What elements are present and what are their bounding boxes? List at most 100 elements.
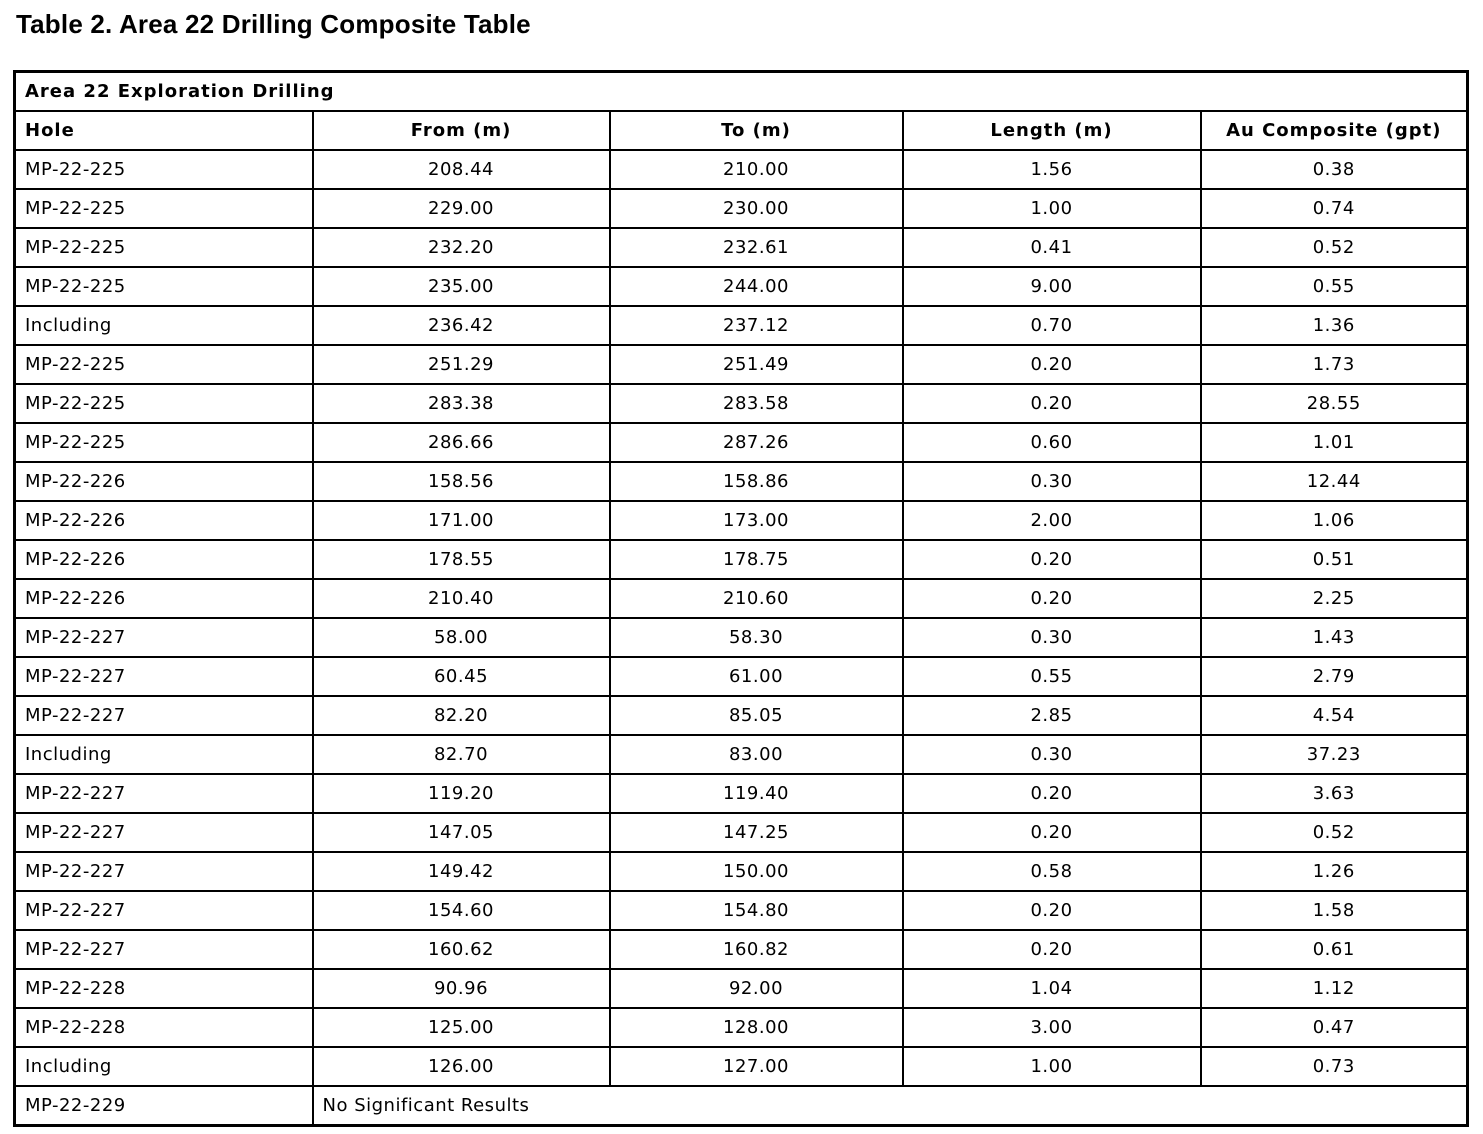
- cell-from: 147.05: [311, 812, 611, 853]
- cell-from: 178.55: [311, 539, 611, 580]
- cell-length: 9.00: [901, 266, 1202, 307]
- cell-length: 1.00: [901, 188, 1202, 229]
- column-header-length-m: Length (m): [901, 110, 1202, 151]
- cell-to: 85.05: [608, 695, 904, 736]
- cell-au-composite: 1.73: [1199, 344, 1469, 385]
- cell-au-composite: 3.63: [1199, 773, 1469, 814]
- cell-hole: MP-22-227: [13, 656, 314, 697]
- cell-hole: MP-22-225: [13, 266, 314, 307]
- cell-from: 82.70: [311, 734, 611, 775]
- cell-length: 0.58: [901, 851, 1202, 892]
- cell-to: 83.00: [608, 734, 904, 775]
- cell-hole: MP-22-227: [13, 812, 314, 853]
- cell-au-composite: 0.47: [1199, 1007, 1469, 1048]
- cell-length: 0.30: [901, 617, 1202, 658]
- table-row: Including 126.00 127.00 1.00 0.73: [13, 1046, 1469, 1087]
- table-row: MP-22-225 208.44 210.00 1.56 0.38: [13, 149, 1469, 190]
- cell-from: 210.40: [311, 578, 611, 619]
- cell-au-composite: 28.55: [1199, 383, 1469, 424]
- cell-from: 119.20: [311, 773, 611, 814]
- cell-hole: MP-22-227: [13, 890, 314, 931]
- cell-au-composite: 1.26: [1199, 851, 1469, 892]
- cell-length: 0.30: [901, 461, 1202, 502]
- table-row: MP-22-229 No Significant Results: [13, 1085, 1469, 1127]
- cell-to: 158.86: [608, 461, 904, 502]
- cell-hole: MP-22-225: [13, 149, 314, 190]
- cell-to: 147.25: [608, 812, 904, 853]
- cell-au-composite: 1.43: [1199, 617, 1469, 658]
- cell-to: 160.82: [608, 929, 904, 970]
- cell-hole: MP-22-228: [13, 968, 314, 1009]
- cell-hole: Including: [13, 305, 314, 346]
- cell-from: 235.00: [311, 266, 611, 307]
- cell-hole: MP-22-225: [13, 344, 314, 385]
- cell-au-composite: 0.51: [1199, 539, 1469, 580]
- table-row: MP-22-228 90.96 92.00 1.04 1.12: [13, 968, 1469, 1009]
- cell-hole: MP-22-227: [13, 617, 314, 658]
- cell-length: 0.20: [901, 383, 1202, 424]
- cell-from: 82.20: [311, 695, 611, 736]
- cell-length: 0.41: [901, 227, 1202, 268]
- cell-to: 230.00: [608, 188, 904, 229]
- table-row: MP-22-227 60.45 61.00 0.55 2.79: [13, 656, 1469, 697]
- cell-hole: MP-22-226: [13, 578, 314, 619]
- cell-from: 236.42: [311, 305, 611, 346]
- table-row: Including 236.42 237.12 0.70 1.36: [13, 305, 1469, 346]
- table-row: MP-22-228 125.00 128.00 3.00 0.47: [13, 1007, 1469, 1048]
- cell-au-composite: 0.38: [1199, 149, 1469, 190]
- cell-length: 3.00: [901, 1007, 1202, 1048]
- cell-from: 125.00: [311, 1007, 611, 1048]
- cell-length: 0.20: [901, 773, 1202, 814]
- cell-au-composite: 1.12: [1199, 968, 1469, 1009]
- cell-to: 92.00: [608, 968, 904, 1009]
- cell-to: 287.26: [608, 422, 904, 463]
- table-caption: Area 22 Exploration Drilling: [13, 70, 1469, 112]
- cell-au-composite: 1.58: [1199, 890, 1469, 931]
- cell-au-composite: 37.23: [1199, 734, 1469, 775]
- cell-to: 58.30: [608, 617, 904, 658]
- table-row: MP-22-227 149.42 150.00 0.58 1.26: [13, 851, 1469, 892]
- cell-hole: MP-22-225: [13, 227, 314, 268]
- cell-length: 1.56: [901, 149, 1202, 190]
- cell-from: 158.56: [311, 461, 611, 502]
- cell-hole: Including: [13, 734, 314, 775]
- header-row: Hole From (m) To (m) Length (m) Au Composite…: [13, 110, 1469, 151]
- table-row: MP-22-225 283.38 283.58 0.20 28.55: [13, 383, 1469, 424]
- cell-to: 61.00: [608, 656, 904, 697]
- cell-au-composite: 12.44: [1199, 461, 1469, 502]
- cell-au-composite: 4.54: [1199, 695, 1469, 736]
- cell-length: 0.20: [901, 812, 1202, 853]
- cell-au-composite: 1.06: [1199, 500, 1469, 541]
- table-row: MP-22-225 229.00 230.00 1.00 0.74: [13, 188, 1469, 229]
- table-row: MP-22-225 286.66 287.26 0.60 1.01: [13, 422, 1469, 463]
- cell-length: 0.20: [901, 890, 1202, 931]
- cell-hole: MP-22-226: [13, 500, 314, 541]
- table-row: MP-22-225 232.20 232.61 0.41 0.52: [13, 227, 1469, 268]
- table-row: MP-22-227 147.05 147.25 0.20 0.52: [13, 812, 1469, 853]
- cell-to: 210.60: [608, 578, 904, 619]
- cell-to: 119.40: [608, 773, 904, 814]
- cell-from: 229.00: [311, 188, 611, 229]
- table-row: Including 82.70 83.00 0.30 37.23: [13, 734, 1469, 775]
- cell-hole: MP-22-227: [13, 695, 314, 736]
- cell-from: 208.44: [311, 149, 611, 190]
- cell-from: 58.00: [311, 617, 611, 658]
- cell-no-significant-results: No Significant Results: [311, 1085, 1469, 1127]
- column-header-au-composite-gpt: Au Composite (gpt): [1199, 110, 1469, 151]
- cell-to: 251.49: [608, 344, 904, 385]
- cell-to: 178.75: [608, 539, 904, 580]
- cell-hole: MP-22-226: [13, 539, 314, 580]
- cell-hole: MP-22-225: [13, 188, 314, 229]
- cell-au-composite: 0.73: [1199, 1046, 1469, 1087]
- page-title: Table 2. Area 22 Drilling Composite Tabl…: [16, 9, 531, 39]
- cell-hole: MP-22-227: [13, 851, 314, 892]
- cell-au-composite: 0.55: [1199, 266, 1469, 307]
- cell-hole: Including: [13, 1046, 314, 1087]
- cell-length: 2.00: [901, 500, 1202, 541]
- cell-from: 251.29: [311, 344, 611, 385]
- cell-hole: MP-22-226: [13, 461, 314, 502]
- cell-to: 128.00: [608, 1007, 904, 1048]
- cell-from: 286.66: [311, 422, 611, 463]
- column-header-from-m: From (m): [311, 110, 611, 151]
